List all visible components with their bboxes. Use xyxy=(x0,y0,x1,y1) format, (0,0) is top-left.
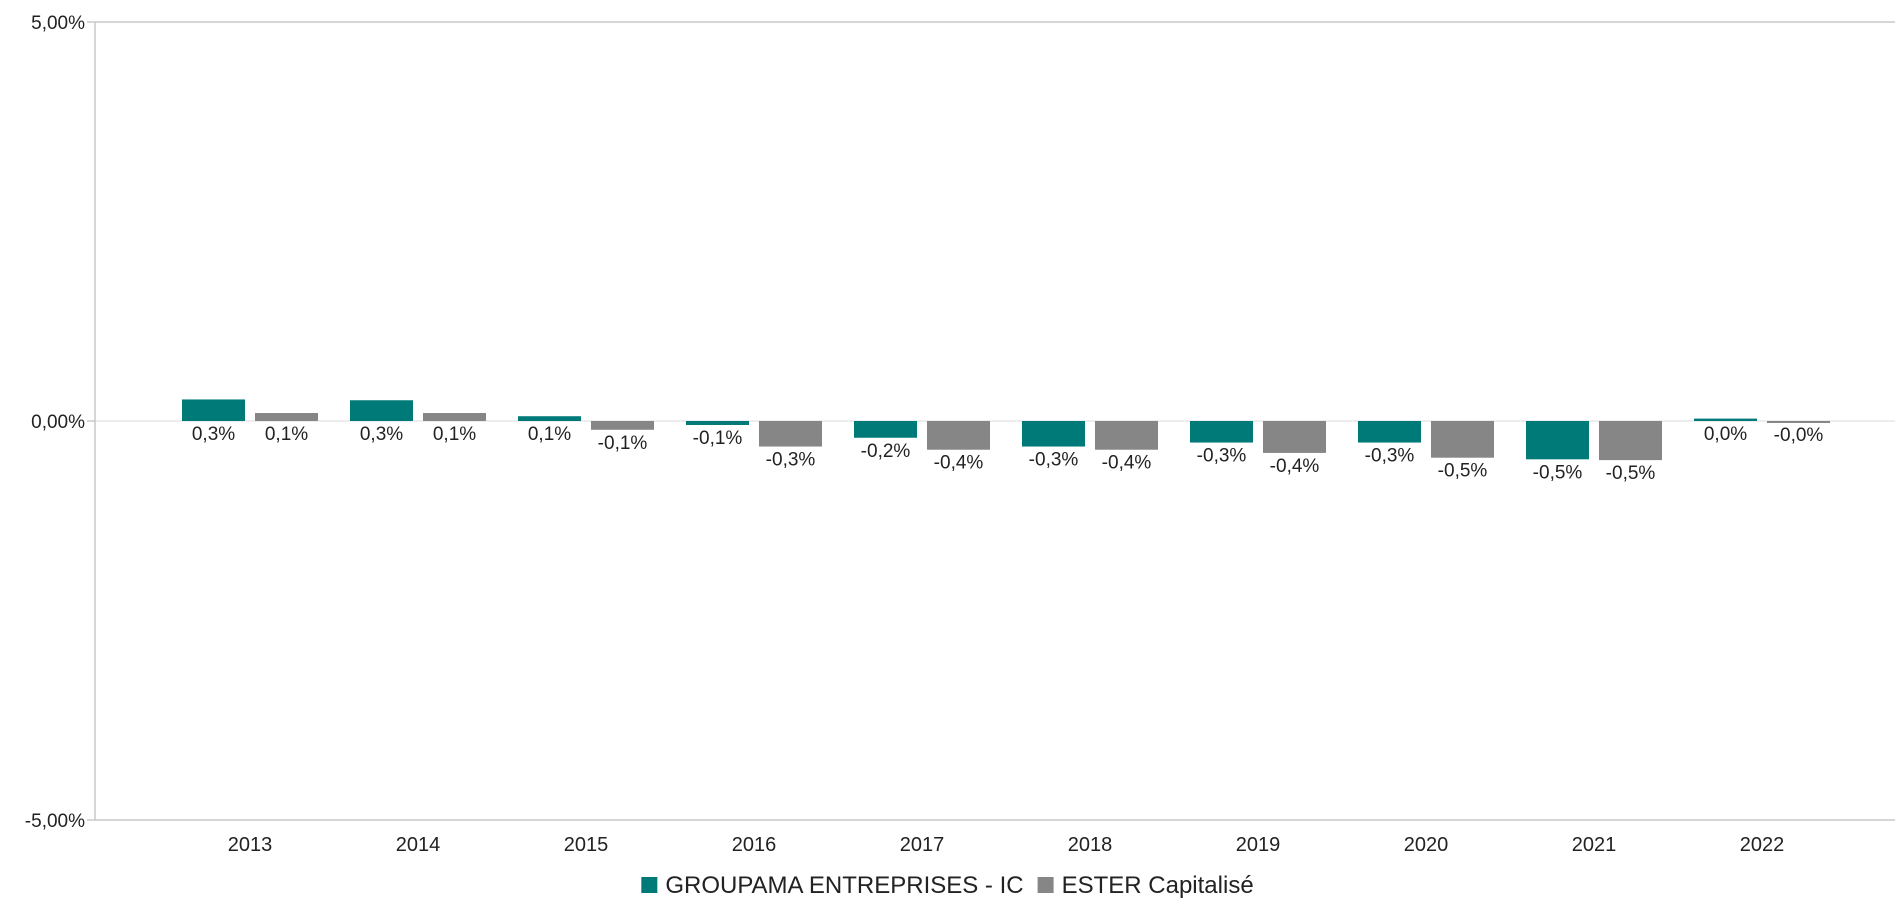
x-tick-label: 2013 xyxy=(228,834,273,856)
legend-label: GROUPAMA ENTREPRISES - IC xyxy=(665,872,1023,899)
bar xyxy=(518,416,581,421)
bar xyxy=(1526,421,1589,460)
x-tick-label: 2016 xyxy=(732,834,777,856)
x-tick-label: 2017 xyxy=(900,834,945,856)
y-tick-label: -5,00% xyxy=(25,811,85,832)
x-tick-label: 2021 xyxy=(1572,834,1617,856)
x-tick-label: 2018 xyxy=(1068,834,1113,856)
legend: GROUPAMA ENTREPRISES - IC ESTER Capitalis… xyxy=(641,872,1254,899)
bars xyxy=(182,399,1830,461)
legend-label: ESTER Capitalisé xyxy=(1062,872,1254,899)
legend-item: GROUPAMA ENTREPRISES - IC xyxy=(641,872,1024,899)
bar xyxy=(1358,421,1421,443)
bar-data-label: -0,0% xyxy=(1774,425,1824,446)
bar-data-label: -0,5% xyxy=(1606,463,1656,484)
x-tick-label: 2020 xyxy=(1404,834,1449,856)
y-tick-label: 5,00% xyxy=(31,13,85,34)
bar-data-label: -0,4% xyxy=(1270,456,1320,477)
bar xyxy=(350,400,413,421)
bar-data-label: 0,3% xyxy=(192,424,235,445)
axes: 5,00% 0,00% -5,00% 2013 2014 2015 2016 2017 2018… xyxy=(25,13,1895,856)
bar xyxy=(686,421,749,425)
bar xyxy=(1022,421,1085,447)
bar xyxy=(182,399,245,421)
bar-data-label: -0,4% xyxy=(1102,453,1152,474)
bar-data-label: -0,4% xyxy=(934,453,984,474)
bar xyxy=(423,413,486,421)
bar-data-label: -0,3% xyxy=(766,450,816,471)
bar xyxy=(591,421,654,430)
legend-item: ESTER Capitalisé xyxy=(1037,872,1254,899)
bar-data-label: -0,1% xyxy=(598,433,648,454)
x-tick-label: 2015 xyxy=(564,834,609,856)
bar-data-label: -0,2% xyxy=(861,441,911,462)
bar xyxy=(1263,421,1326,453)
x-tick-label: 2022 xyxy=(1740,834,1785,856)
bar xyxy=(1190,421,1253,443)
data-labels: 0,3% 0,1% 0,3% 0,1% 0,1% -0,1% -0,1% -0,3% -0,2%… xyxy=(192,424,1824,484)
legend-swatch xyxy=(641,877,658,893)
x-tick-label: 2014 xyxy=(396,834,441,856)
bar-data-label: 0,1% xyxy=(265,424,308,445)
bar-data-label: -0,3% xyxy=(1197,446,1247,467)
bar-data-label: -0,3% xyxy=(1029,450,1079,471)
bar xyxy=(927,421,990,450)
bar xyxy=(1431,421,1494,458)
bar-data-label: -0,1% xyxy=(693,428,743,449)
bar-data-label: 0,1% xyxy=(433,424,476,445)
bar xyxy=(1767,421,1830,423)
bar-data-label: -0,5% xyxy=(1533,462,1583,483)
bar-data-label: -0,3% xyxy=(1365,446,1415,467)
bar xyxy=(759,421,822,447)
bar xyxy=(1694,418,1757,421)
bar xyxy=(255,413,318,421)
legend-swatch xyxy=(1037,877,1054,893)
bar-data-label: 0,1% xyxy=(528,424,571,445)
bar-data-label: 0,0% xyxy=(1704,424,1747,445)
bar xyxy=(1095,421,1158,450)
bar-data-label: 0,3% xyxy=(360,424,403,445)
bar-data-label: -0,5% xyxy=(1438,461,1488,482)
bar xyxy=(1599,421,1662,461)
bar xyxy=(854,421,917,438)
y-tick-label: 0,00% xyxy=(31,412,85,433)
x-tick-label: 2019 xyxy=(1236,834,1281,856)
